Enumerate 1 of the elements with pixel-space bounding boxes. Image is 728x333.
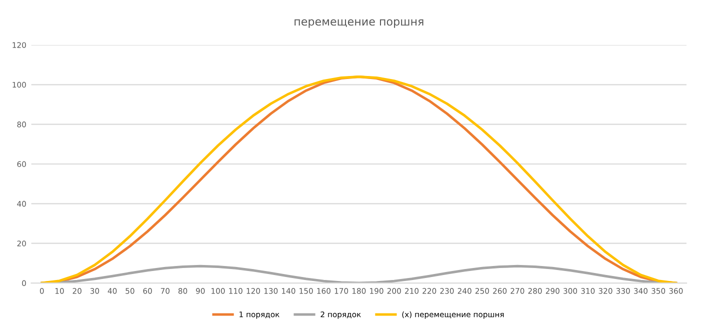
chart-title: перемещение поршня [294, 19, 424, 28]
